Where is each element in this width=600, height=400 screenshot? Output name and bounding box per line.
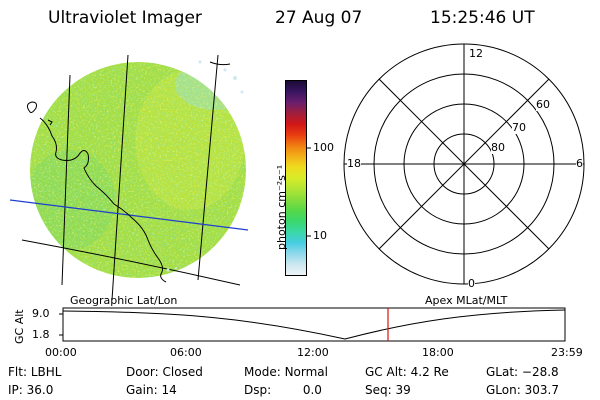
colorbar-tick-10: 10 (313, 229, 327, 242)
status-seq-value: 39 (395, 383, 411, 397)
mlt-label-18: 18 (347, 157, 361, 170)
header-time: 15:25:46 UT (430, 8, 535, 28)
header-date: 27 Aug 07 (275, 8, 363, 28)
longitude-line (197, 54, 219, 281)
status-gc-alt-value: 4.2 Re (410, 365, 449, 379)
status-glon-label: GLon: (486, 383, 521, 397)
status-ip: IP: 36.0 (8, 383, 53, 397)
status-glat: GLat: −28.8 (486, 365, 559, 379)
coastline (209, 61, 231, 66)
mlat-label-70: 70 (512, 121, 526, 134)
terminator-line (9, 199, 249, 231)
altitude-curve (62, 309, 566, 340)
status-dsp-value: 0.0 (302, 383, 322, 397)
auroral-disk (30, 62, 246, 278)
mlt-label-12: 12 (469, 47, 483, 60)
status-glon: GLon: 303.7 (486, 383, 559, 397)
colorbar-tick-100: 100 (313, 141, 334, 154)
status-filter: Flt: LBHL (8, 365, 61, 379)
polar-ring-outer (343, 43, 585, 285)
longitude-line (61, 74, 71, 286)
polar-ring-60 (373, 73, 555, 255)
xtick-0000: 00:00 (45, 346, 77, 359)
xtick-1200: 12:00 (297, 346, 329, 359)
status-gain: Gain: 14 (126, 383, 177, 397)
mlt-label-0: 0 (468, 277, 475, 290)
status-glat-label: GLat: (486, 365, 519, 379)
polar-ring-70 (403, 103, 525, 225)
status-door-label: Door: (126, 365, 159, 379)
coastline (26, 101, 37, 113)
status-ip-value: 36.0 (26, 383, 54, 397)
coastline (47, 119, 53, 126)
mlt-label-6: 6 (576, 157, 583, 170)
status-mode-value: Normal (284, 365, 328, 379)
xtick-1800: 18:00 (422, 346, 454, 359)
longitude-line (111, 54, 129, 301)
xtick-0600: 06:00 (170, 346, 202, 359)
status-gc-alt-label: GC Alt: (365, 365, 407, 379)
status-dsp: Dsp: 0.0 (244, 383, 322, 397)
polar-diagonal (378, 78, 550, 250)
polar-caption: Apex MLat/MLT (425, 294, 508, 307)
altitude-ylabel: GC Alt (13, 309, 26, 344)
polar-ring-80 (433, 133, 495, 195)
status-filter-value: LBHL (30, 365, 62, 379)
status-door-value: Closed (162, 365, 203, 379)
status-door: Door: Closed (126, 365, 203, 379)
latitude-line (21, 239, 241, 286)
mlat-label-60: 60 (536, 98, 550, 111)
status-gain-value: 14 (161, 383, 177, 397)
status-seq-label: Seq: (365, 383, 392, 397)
status-mode-label: Mode: (244, 365, 281, 379)
altitude-ymin: 1.8 (32, 328, 50, 341)
status-dsp-label: Dsp: (244, 383, 272, 397)
status-gain-label: Gain: (126, 383, 158, 397)
altitude-ymax: 9.0 (32, 307, 50, 320)
app-title: Ultraviolet Imager (48, 8, 202, 28)
status-ip-label: IP: (8, 383, 23, 397)
status-glon-value: 303.7 (524, 383, 559, 397)
altitude-plot-frame (62, 307, 566, 342)
status-gc-alt: GC Alt: 4.2 Re (365, 365, 449, 379)
colorbar-unit-label: photon cm⁻²s⁻¹ (275, 164, 288, 250)
status-mode: Mode: Normal (244, 365, 328, 379)
colorbar (285, 80, 307, 276)
mlat-label-80: 80 (491, 141, 505, 154)
polar-diagonal (378, 78, 550, 250)
status-filter-label: Flt: (8, 365, 27, 379)
status-glat-value: −28.8 (521, 365, 559, 379)
xtick-2359: 23:59 (551, 346, 583, 359)
coastline (39, 117, 167, 283)
map-caption: Geographic Lat/Lon (70, 294, 178, 307)
status-seq: Seq: 39 (365, 383, 411, 397)
